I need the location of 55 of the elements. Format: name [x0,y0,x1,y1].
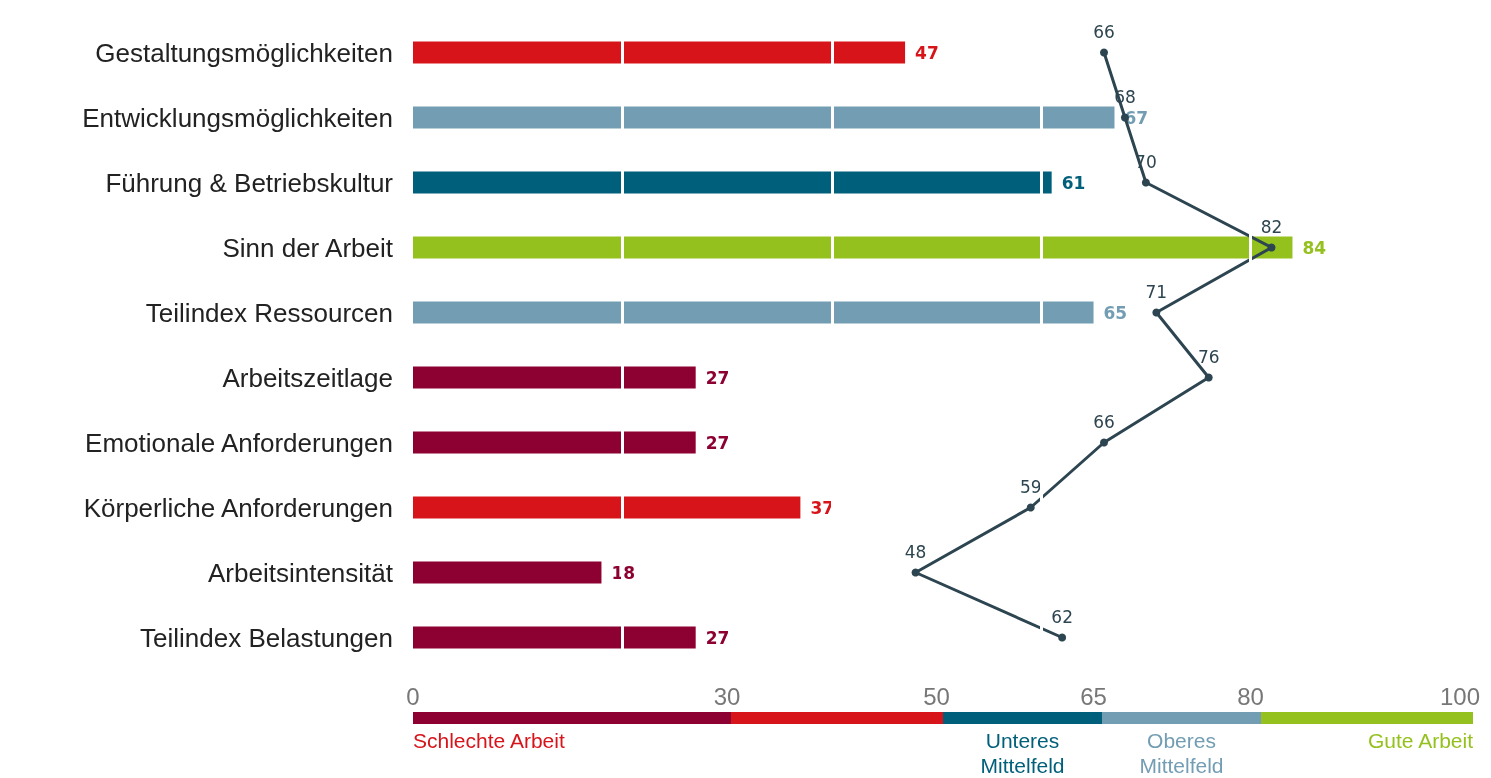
x-tick-label: 0 [406,682,420,710]
point [1026,503,1035,512]
data-label: 76 [1197,347,1220,367]
x-tick-label: 80 [1237,682,1264,710]
y-tick-label: Emotionale Anforderungen [85,427,393,458]
x-tick-label: 65 [1080,682,1107,710]
y-tick-label: Teilindex Ressourcen [145,297,393,328]
data-label: 48 [904,542,927,562]
point [1141,178,1150,187]
text: Unteres Mittelfeld [979,728,1066,778]
bar [413,431,696,454]
y-tick-label: Führung & Betriebskultur [105,167,394,198]
y-tick-label: Arbeitszeitlage [222,362,393,393]
x-tick-label: 30 [713,682,741,710]
data-label: 27 [705,367,730,388]
data-label: 71 [1145,282,1168,302]
bar [413,496,801,519]
point [1100,48,1109,57]
y-tick-label: Gestaltungsmöglichkeiten [95,37,393,68]
x-tick-label: 100 [1439,682,1480,710]
data-label: 61 [1061,172,1086,193]
text: Schlechte Arbeit [413,728,565,753]
point [1152,308,1161,317]
y-tick-label: Teilindex Belastungen [140,622,393,653]
data-label: 18 [611,562,636,583]
bar [413,171,1052,194]
y-tick-label: Arbeitsintensität [208,557,394,588]
data-label: 27 [705,432,730,453]
text: Oberes Mittelfeld [1138,728,1225,778]
y-tick-label: Sinn der Arbeit [222,232,394,263]
x-tick-label: 50 [923,682,950,710]
y-tick-label: Körperliche Anforderungen [83,492,393,523]
point [1100,438,1109,447]
bar [413,561,602,584]
point [911,568,920,577]
data-label: 65 [1103,302,1128,323]
data-label: 66 [1093,22,1115,42]
data-label: 84 [1302,237,1327,258]
data-label: 27 [705,627,730,648]
point [1267,243,1276,252]
point [1058,633,1067,642]
data-label: 62 [1051,607,1073,627]
point [1204,373,1213,382]
bar [413,41,906,64]
data-label: 47 [915,42,939,63]
bar [413,366,696,389]
bar [413,106,1115,129]
y-tick-label: Entwicklungsmöglichkeiten [82,102,393,133]
data-label: 82 [1260,217,1283,237]
data-label: 59 [1019,477,1042,497]
data-label: 66 [1093,412,1115,432]
bar [413,236,1293,259]
bar [413,301,1094,324]
bar [413,626,696,649]
text: Gute Arbeit [1367,728,1473,753]
